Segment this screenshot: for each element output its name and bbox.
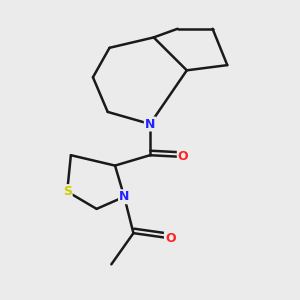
Text: S: S [63,185,72,198]
Text: N: N [145,118,155,130]
Text: N: N [119,190,129,203]
Text: O: O [178,150,188,164]
Text: O: O [165,232,175,245]
